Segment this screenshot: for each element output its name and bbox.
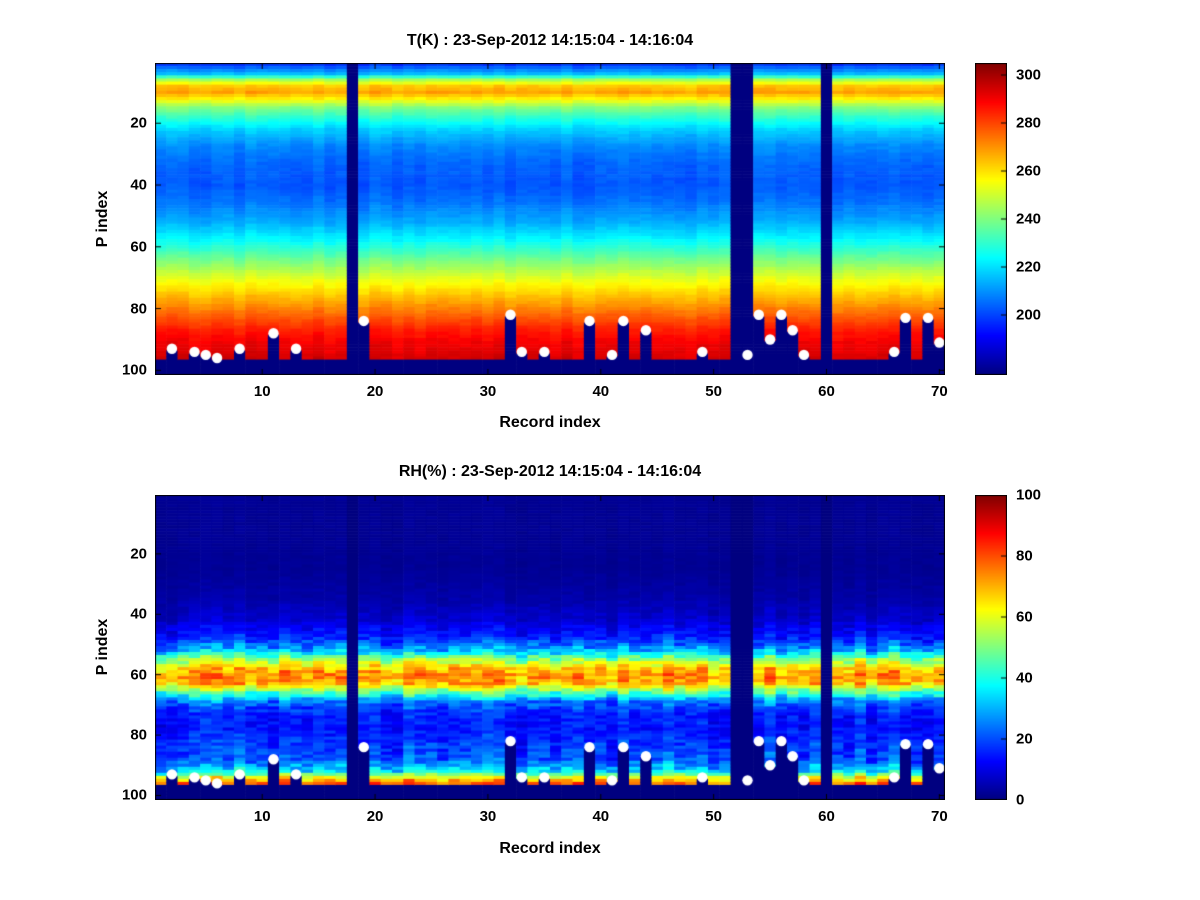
x-tick-label: 40: [592, 383, 610, 400]
humidity-heatmap: [155, 495, 945, 800]
humidity-plot-xlabel: Record index: [499, 840, 601, 857]
colorbar-tick-label: 80: [1016, 547, 1033, 565]
x-tick-label: 30: [479, 808, 497, 825]
x-tick-label: 40: [592, 808, 610, 825]
colorbar-tick-label: 60: [1016, 608, 1033, 626]
temperature-colorbar: [975, 63, 1007, 375]
x-tick-label: 10: [253, 808, 271, 825]
x-tick-label: 60: [818, 808, 835, 825]
colorbar-tick-label: 260: [1016, 162, 1042, 180]
x-tick-label: 50: [705, 808, 722, 825]
y-tick-label: 40: [130, 176, 147, 194]
x-tick-label: 60: [818, 383, 835, 400]
y-tick-label: 20: [130, 114, 147, 132]
temperature-plot-xlabel: Record index: [499, 414, 601, 431]
x-tick-label: 70: [931, 808, 948, 825]
y-tick-label: 60: [130, 666, 147, 684]
x-tick-label: 70: [931, 383, 948, 400]
x-tick-label: 20: [366, 808, 384, 825]
colorbar-tick-label: 280: [1016, 114, 1042, 132]
colorbar-tick-label: 100: [1016, 486, 1042, 504]
y-tick-label: 100: [121, 786, 147, 804]
temperature-heatmap: [155, 63, 945, 375]
humidity-colorbar: [975, 495, 1007, 800]
colorbar-tick-label: 0: [1016, 791, 1025, 809]
x-tick-label: 30: [479, 383, 497, 400]
x-tick-label: 50: [705, 383, 722, 400]
x-tick-label: 10: [253, 383, 271, 400]
colorbar-tick-label: 240: [1016, 210, 1042, 228]
colorbar-tick-label: 220: [1016, 258, 1042, 276]
colorbar-tick-label: 200: [1016, 306, 1042, 324]
y-tick-label: 20: [130, 545, 147, 563]
colorbar-tick-label: 20: [1016, 730, 1033, 748]
y-tick-label: 80: [130, 300, 147, 318]
y-tick-label: 40: [130, 605, 147, 623]
y-tick-label: 80: [130, 726, 147, 744]
temperature-plot-title: T(K) : 23-Sep-2012 14:15:04 - 14:16:04: [406, 32, 694, 49]
humidity-plot-title: RH(%) : 23-Sep-2012 14:15:04 - 14:16:04: [398, 463, 702, 480]
colorbar-tick-label: 300: [1016, 66, 1042, 84]
y-tick-label: 60: [130, 238, 147, 256]
y-tick-label: 100: [121, 361, 147, 379]
x-tick-label: 20: [366, 383, 384, 400]
colorbar-tick-label: 40: [1016, 669, 1033, 687]
